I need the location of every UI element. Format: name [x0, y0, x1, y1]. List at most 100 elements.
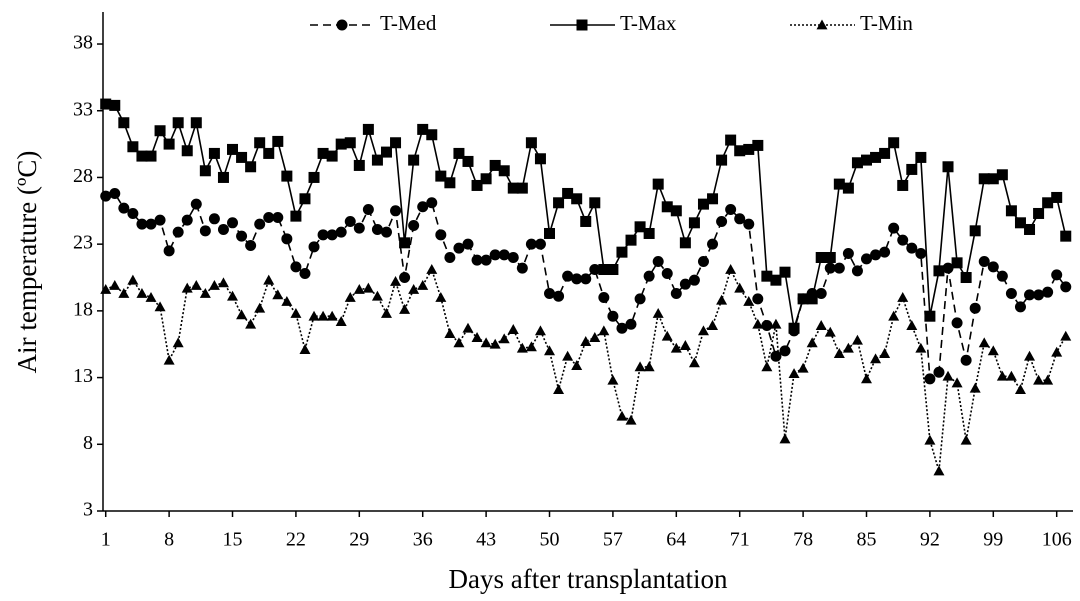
data-point: [870, 151, 882, 163]
data-point: [435, 229, 447, 241]
data-point: [996, 169, 1008, 181]
data-point: [960, 354, 972, 366]
data-point: [109, 99, 121, 111]
data-point: [534, 238, 546, 250]
data-point: [208, 147, 220, 159]
data-point: [227, 217, 239, 229]
data-point: [906, 163, 918, 175]
data-point: [906, 242, 918, 254]
data-point: [1042, 286, 1054, 298]
data-point: [842, 247, 854, 259]
data-point: [571, 193, 583, 205]
data-point: [163, 354, 175, 365]
data-point: [399, 304, 411, 314]
data-point: [942, 262, 954, 274]
data-point: [879, 348, 891, 358]
data-point: [743, 143, 755, 155]
data-point: [670, 205, 682, 217]
data-point: [272, 289, 284, 300]
data-point: [145, 218, 157, 230]
data-point: [960, 434, 972, 445]
data-point: [236, 230, 248, 242]
data-point: [480, 254, 492, 266]
data-point: [879, 147, 891, 159]
data-point: [426, 129, 438, 141]
legend-label: T-Max: [620, 11, 677, 35]
data-point: [906, 320, 918, 330]
data-point: [996, 270, 1008, 282]
data-point: [806, 293, 818, 305]
data-point: [299, 268, 311, 280]
data-point: [199, 225, 211, 237]
data-point: [127, 274, 139, 285]
data-point: [870, 353, 882, 364]
data-point: [399, 272, 411, 284]
data-point: [670, 342, 682, 353]
data-point: [380, 146, 392, 158]
data-point: [688, 217, 700, 229]
data-point: [498, 249, 510, 261]
data-point: [417, 280, 429, 290]
data-point: [697, 325, 709, 336]
data-point: [118, 117, 130, 129]
data-point: [1024, 289, 1036, 301]
data-point: [317, 229, 329, 241]
data-point: [326, 310, 338, 321]
data-point: [163, 138, 175, 150]
data-point: [806, 337, 818, 348]
data-point: [154, 214, 166, 226]
data-point: [580, 336, 592, 346]
y-tick-label: 3: [83, 499, 93, 521]
data-point: [227, 143, 239, 155]
data-point: [652, 256, 664, 267]
data-point: [942, 161, 954, 173]
data-point: [344, 137, 356, 149]
data-point: [462, 155, 474, 167]
data-point: [1051, 191, 1063, 203]
x-tick-label: 92: [920, 529, 940, 551]
data-point: [861, 154, 873, 166]
data-point: [1014, 384, 1026, 394]
data-point: [471, 254, 483, 266]
data-point: [272, 135, 284, 147]
data-point: [625, 414, 637, 425]
x-tick-label: 78: [793, 529, 813, 551]
data-point: [353, 222, 365, 234]
data-point: [924, 434, 936, 445]
data-point: [335, 138, 347, 150]
data-point: [688, 357, 700, 368]
x-tick-label: 15: [223, 529, 243, 551]
data-point: [987, 345, 999, 356]
data-point: [833, 348, 845, 358]
data-point: [380, 308, 392, 318]
data-point: [199, 288, 211, 298]
data-point: [100, 284, 112, 294]
series-line: [105, 267, 1067, 472]
data-point: [797, 362, 809, 373]
data-point: [145, 150, 157, 162]
data-point: [598, 292, 610, 304]
data-point: [716, 215, 728, 227]
data-point: [263, 147, 275, 159]
data-point: [788, 368, 800, 378]
data-point: [507, 182, 519, 194]
y-tick-label: 28: [73, 165, 93, 187]
data-point: [978, 337, 990, 348]
data-point: [1060, 281, 1072, 293]
data-point: [299, 193, 311, 205]
legend-marker: [816, 19, 828, 30]
data-point: [181, 214, 193, 226]
data-point: [652, 178, 664, 190]
data-point: [181, 282, 193, 293]
data-point: [697, 256, 709, 267]
x-tick-label: 29: [349, 529, 369, 551]
data-point: [815, 288, 827, 300]
data-point: [245, 239, 257, 251]
data-point: [480, 337, 492, 348]
data-point: [362, 282, 374, 293]
data-point: [290, 308, 302, 318]
data-point: [716, 154, 728, 166]
data-point: [562, 270, 574, 282]
legend-marker: [336, 19, 348, 31]
data-point: [888, 310, 900, 321]
